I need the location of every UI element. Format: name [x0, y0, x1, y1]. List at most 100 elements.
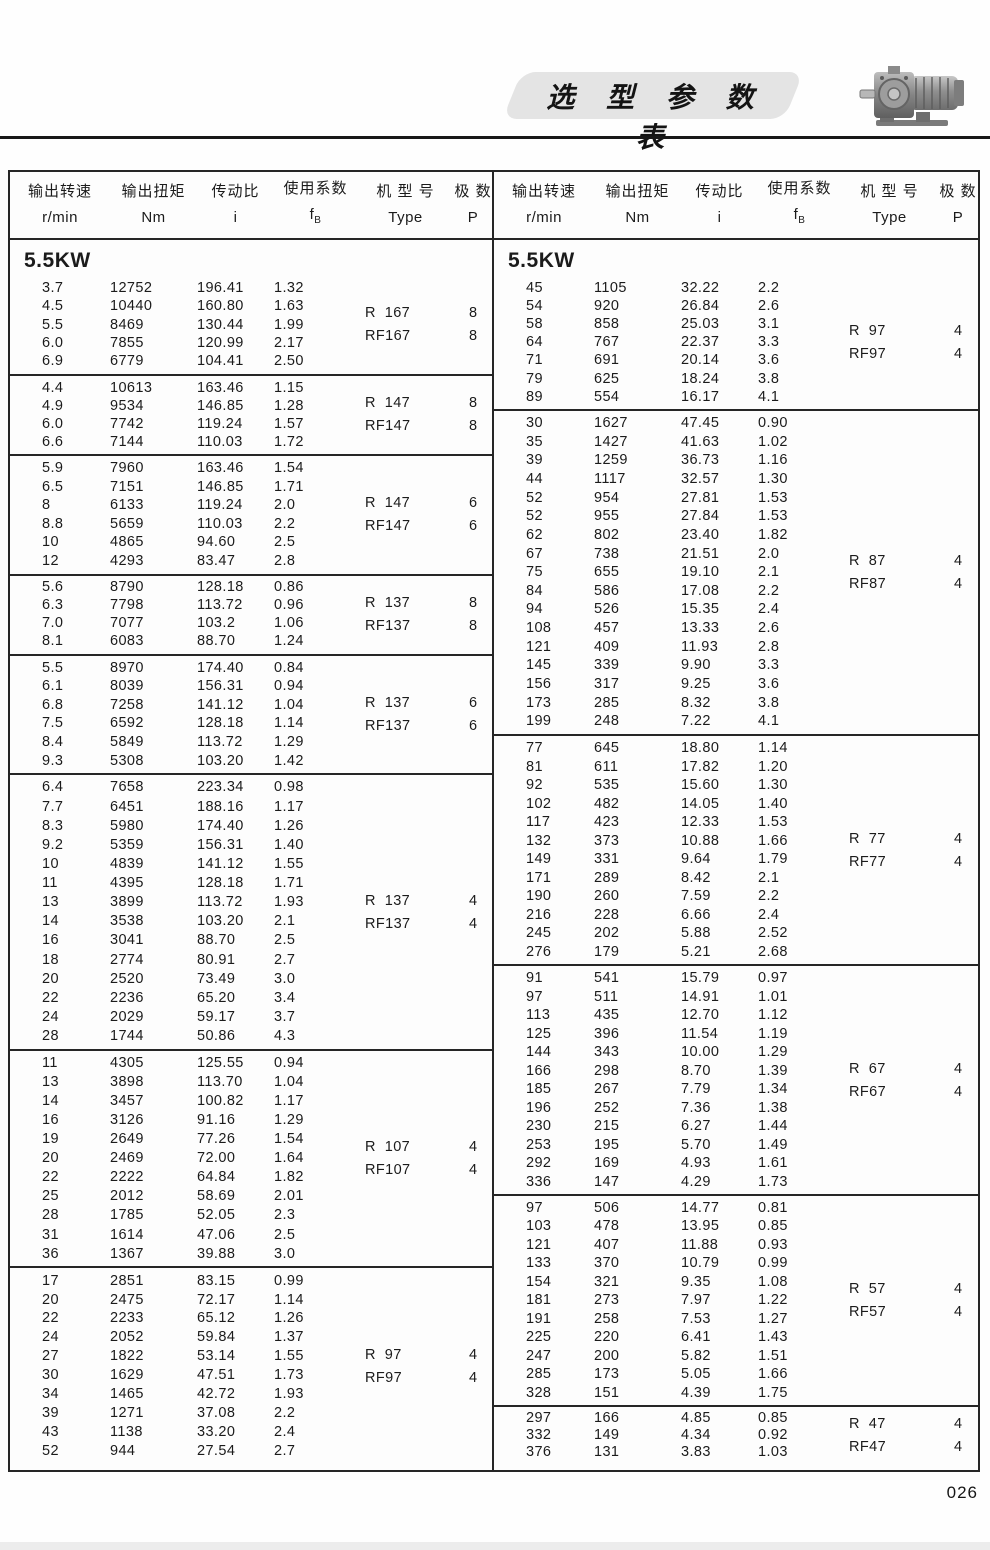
table-cell: 1.73 — [274, 1367, 304, 1384]
table-cell: 1.02 — [758, 433, 788, 450]
header-service-factor: 使用系数 fB — [767, 180, 832, 226]
table-cell: 97 — [526, 1199, 543, 1216]
type-label: R 97 — [365, 1346, 402, 1363]
header-type: 机 型 号 Type — [376, 183, 435, 226]
table-cell: 7144 — [110, 433, 144, 450]
table-cell: 1.42 — [274, 752, 304, 769]
power-rating-left: 5.5KW — [24, 249, 91, 272]
table-cell: 2029 — [110, 1008, 144, 1025]
table-cell: 1.17 — [274, 1093, 304, 1110]
table-cell: 276 — [526, 943, 552, 960]
table-cell: 141.12 — [197, 855, 244, 872]
right-section-3: 77 81 92 102 117 132 149 171 190 216 245 276 645 611 5… — [494, 734, 978, 964]
table-cell: 6.4 — [42, 779, 64, 796]
table-cell: 3899 — [110, 894, 144, 911]
table-cell: 36.73 — [681, 452, 720, 469]
table-cell: 3.0 — [274, 970, 296, 987]
table-cell: 19.10 — [681, 564, 720, 581]
table-cell: 5.05 — [681, 1366, 711, 1383]
table-cell: 163.46 — [197, 379, 244, 396]
type-label: R 47 — [849, 1416, 886, 1432]
table-cell: 1.04 — [274, 696, 304, 713]
poles-value: 4 — [468, 1162, 478, 1179]
table-cell: 8790 — [110, 579, 144, 596]
table-cell: 22 — [42, 1310, 59, 1327]
poles-value: 8 — [468, 595, 478, 612]
table-cell: 0.99 — [274, 1272, 304, 1289]
table-cell: 2.2 — [758, 279, 780, 296]
table-cell: 43 — [42, 1424, 59, 1441]
table-cell: 1.29 — [274, 734, 304, 751]
table-cell: 4.3 — [274, 1028, 296, 1045]
type-label: R 147 — [365, 395, 411, 412]
table-cell: 2.2 — [274, 1405, 296, 1422]
torque-column: 8970 8039 7258 6592 5849 5308 — [110, 656, 197, 773]
poles-value: 4 — [468, 1369, 478, 1386]
table-cell: 954 — [594, 489, 620, 506]
table-right-body: 5.5KW 45 54 58 64 71 79 89 1105 920 858 767 691 625 5… — [494, 240, 978, 1470]
table-cell: 1.93 — [274, 1386, 304, 1403]
type-cell: R 87 RF87 — [841, 411, 938, 734]
speed-column: 17 20 22 24 27 30 34 39 43 52 — [10, 1268, 110, 1464]
header-ratio: 传动比 i — [211, 183, 260, 226]
table-cell: 10.00 — [681, 1044, 720, 1060]
table-cell: 247 — [526, 1347, 552, 1364]
table-cell: 6.0 — [42, 415, 64, 432]
ratio-column: 32.22 26.84 25.03 22.37 20.14 18.24 16.17 — [681, 276, 758, 409]
table-cell: 72.17 — [197, 1291, 236, 1308]
table-cell: 3.3 — [758, 334, 780, 351]
factor-column: 0.84 0.94 1.04 1.14 1.29 1.42 — [274, 656, 357, 773]
table-cell: 1.43 — [758, 1329, 788, 1346]
table-cell: 328 — [526, 1384, 552, 1401]
poles-value: 4 — [468, 1346, 478, 1363]
table-cell: 343 — [594, 1044, 620, 1060]
type-label: RF137 — [365, 618, 411, 635]
table-cell: 2.2 — [758, 888, 780, 904]
table-cell: 50.86 — [197, 1028, 236, 1045]
table-cell: 83.47 — [197, 552, 236, 569]
table-cell: 0.81 — [758, 1199, 788, 1216]
table-cell: 6592 — [110, 715, 144, 732]
table-cell: 20 — [42, 970, 59, 987]
table-cell: 54 — [526, 297, 543, 314]
table-cell: 1.79 — [758, 851, 788, 867]
table-cell: 4.29 — [681, 1173, 711, 1190]
table-cell: 121 — [526, 638, 552, 655]
table-cell: 11.88 — [681, 1236, 719, 1253]
table-cell: 396 — [594, 1025, 620, 1042]
table-cell: 1271 — [110, 1405, 144, 1422]
ratio-column: 223.34 188.16 174.40 156.31 141.12 128.18 113.… — [197, 775, 274, 1049]
table-cell: 27.54 — [197, 1443, 236, 1460]
table-cell: 188.16 — [197, 798, 244, 815]
table-cell: 24 — [42, 1329, 59, 1346]
speed-column: 3.7 4.5 5.5 6.0 6.9 — [10, 276, 110, 374]
table-cell: 11.93 — [681, 638, 719, 655]
poles-value: 6 — [468, 518, 478, 535]
table-cell: 9.3 — [42, 752, 64, 769]
table-cell: 5359 — [110, 836, 144, 853]
table-cell: 39.88 — [197, 1245, 236, 1262]
table-cell: 202 — [594, 925, 620, 941]
table-cell: 17.82 — [681, 758, 720, 775]
table-cell: 92 — [526, 777, 543, 793]
torque-column: 12752 10440 8469 7855 6779 — [110, 276, 197, 374]
table-cell: 166 — [526, 1062, 552, 1079]
table-cell: 10.79 — [681, 1255, 720, 1272]
table-cell: 1.19 — [758, 1025, 788, 1042]
factor-column: 0.94 1.04 1.17 1.29 1.54 1.64 1.82 2.01 2.3 2.5 3.… — [274, 1051, 357, 1266]
table-cell: 199 — [526, 713, 552, 730]
table-cell: 2.01 — [274, 1188, 304, 1205]
table-cell: 3.8 — [758, 694, 780, 711]
table-cell: 611 — [594, 758, 619, 775]
table-cell: 19 — [42, 1131, 59, 1148]
table-cell: 216 — [526, 906, 552, 923]
table-cell: 32.22 — [681, 279, 720, 296]
left-section-7: 11 13 14 16 19 20 22 25 28 31 36 4305 3898 3457 3126 26… — [10, 1049, 492, 1266]
table-cell: 2.52 — [758, 925, 788, 941]
table-cell: 1.44 — [758, 1118, 788, 1134]
table-cell: 1.06 — [274, 615, 304, 632]
